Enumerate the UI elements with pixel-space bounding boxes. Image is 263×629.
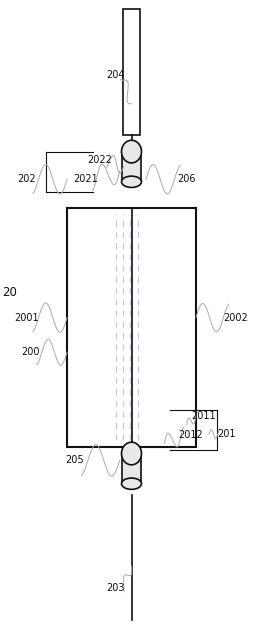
Bar [67,208,196,447]
Bar [123,9,140,135]
Ellipse shape [122,176,141,187]
Ellipse shape [122,140,141,163]
Text: 203: 203 [107,583,125,593]
Text: 20: 20 [2,286,17,299]
Text: 201: 201 [217,429,235,439]
Text: 2001: 2001 [14,313,39,323]
Text: 2002: 2002 [223,313,248,323]
Text: 2011: 2011 [191,411,216,421]
Text: 2022: 2022 [88,155,112,165]
Text: 205: 205 [66,455,84,465]
Text: 2012: 2012 [178,430,203,440]
Ellipse shape [122,478,141,489]
Text: 2021: 2021 [73,174,98,184]
Text: 204: 204 [107,70,125,81]
Bar [122,152,141,182]
Text: 200: 200 [21,347,39,357]
Bar [122,454,141,484]
Text: 206: 206 [178,174,196,184]
Ellipse shape [122,442,141,465]
Text: 202: 202 [17,174,36,184]
